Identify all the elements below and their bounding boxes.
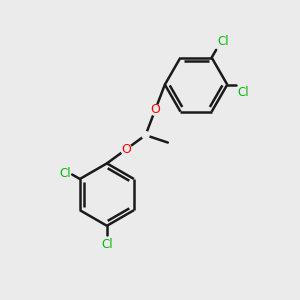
Text: Cl: Cl [218,35,229,48]
Circle shape [142,132,149,139]
Text: O: O [150,103,160,116]
Text: O: O [121,143,131,156]
Circle shape [150,104,160,115]
Circle shape [121,144,132,154]
Text: Cl: Cl [238,86,249,99]
Text: Cl: Cl [59,167,71,179]
Text: Cl: Cl [101,238,113,251]
